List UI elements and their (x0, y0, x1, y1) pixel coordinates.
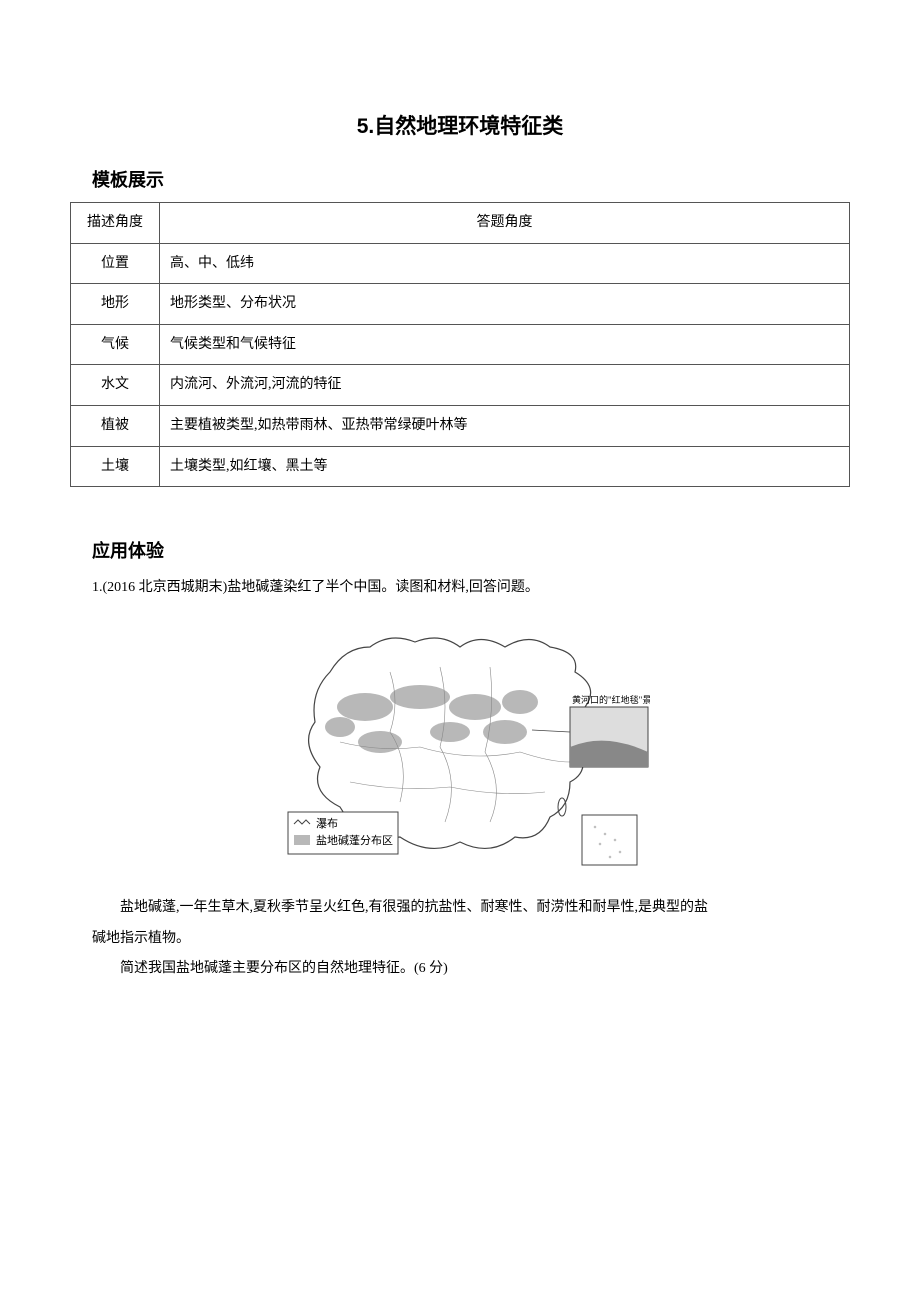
legend-box (288, 812, 398, 854)
table-row: 位置 高、中、低纬 (71, 243, 850, 284)
table-cell-left: 位置 (71, 243, 160, 284)
page: 5.自然地理环境特征类 模板展示 描述角度 答题角度 位置 高、中、低纬 地形 … (0, 0, 920, 1302)
scs-inset-box (582, 815, 637, 865)
section-heading-template: 模板展示 (92, 166, 850, 192)
figure-wrap: 黄河口的"红地毯"景观 瀑 (92, 612, 828, 885)
table-cell-right: 内流河、外流河,河流的特征 (160, 365, 850, 406)
distribution-zones (325, 685, 538, 753)
table-row: 地形 地形类型、分布状况 (71, 284, 850, 325)
inset-pointer (532, 730, 570, 732)
section-heading-application: 应用体验 (92, 537, 850, 563)
question-source-line: 1.(2016 北京西城期末)盐地碱蓬染红了半个中国。读图和材料,回答问题。 (92, 573, 828, 604)
legend-swatch-icon (294, 835, 310, 845)
table-cell-right: 地形类型、分布状况 (160, 284, 850, 325)
legend-line1: 瀑布 (316, 817, 338, 830)
legend-line2: 盐地碱蓬分布区 (316, 834, 393, 847)
table-cell-right: 高、中、低纬 (160, 243, 850, 284)
scs-islands (594, 826, 621, 858)
table-cell-left: 气候 (71, 324, 160, 365)
table-header-right: 答题角度 (160, 203, 850, 244)
table-header-row: 描述角度 答题角度 (71, 203, 850, 244)
table-cell-left: 土壤 (71, 446, 160, 487)
table-cell-right: 主要植被类型,如热带雨林、亚热带常绿硬叶林等 (160, 405, 850, 446)
table-cell-left: 植被 (71, 405, 160, 446)
china-map-figure: 黄河口的"红地毯"景观 瀑 (270, 612, 650, 872)
table-header-left: 描述角度 (71, 203, 160, 244)
map-svg: 黄河口的"红地毯"景观 瀑 (270, 612, 650, 872)
table-cell-left: 地形 (71, 284, 160, 325)
table-cell-right: 气候类型和气候特征 (160, 324, 850, 365)
table-row: 土壤 土壤类型,如红壤、黑土等 (71, 446, 850, 487)
question-paragraph-1a: 盐地碱蓬,一年生草木,夏秋季节呈火红色,有很强的抗盐性、耐寒性、耐涝性和耐旱性,… (92, 893, 828, 924)
template-table: 描述角度 答题角度 位置 高、中、低纬 地形 地形类型、分布状况 气候 气候类型… (70, 202, 850, 487)
table-row: 水文 内流河、外流河,河流的特征 (71, 365, 850, 406)
table-row: 植被 主要植被类型,如热带雨林、亚热带常绿硬叶林等 (71, 405, 850, 446)
question-paragraph-1b: 碱地指示植物。 (92, 924, 828, 955)
page-title: 5.自然地理环境特征类 (70, 110, 850, 140)
question-paragraph-2: 简述我国盐地碱蓬主要分布区的自然地理特征。(6 分) (92, 954, 828, 985)
table-cell-left: 水文 (71, 365, 160, 406)
question-block: 1.(2016 北京西城期末)盐地碱蓬染红了半个中国。读图和材料,回答问题。 (92, 573, 828, 985)
inset-label: 黄河口的"红地毯"景观 (572, 694, 650, 705)
table-cell-right: 土壤类型,如红壤、黑土等 (160, 446, 850, 487)
table-row: 气候 气候类型和气候特征 (71, 324, 850, 365)
